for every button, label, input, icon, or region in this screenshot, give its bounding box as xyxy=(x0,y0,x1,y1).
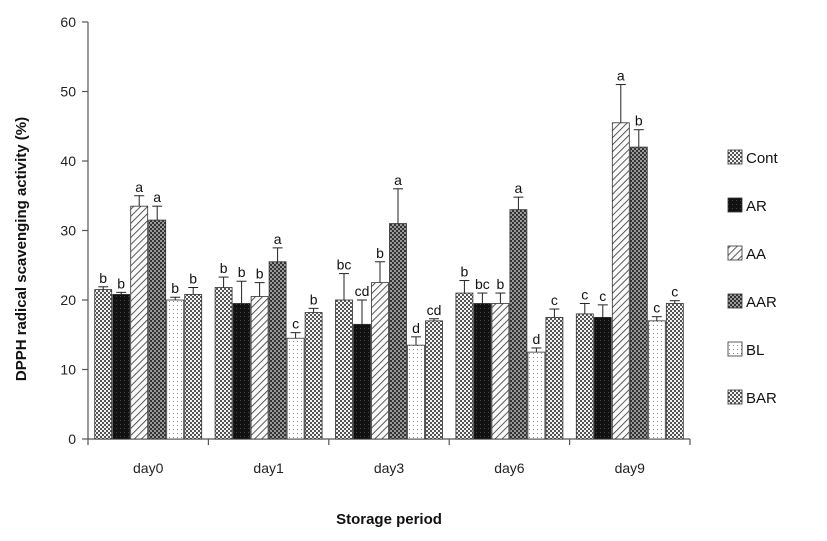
significance-label: a xyxy=(617,68,625,84)
legend-label-cont: Cont xyxy=(746,150,779,167)
y-tick-label: 40 xyxy=(60,153,76,169)
significance-label: c xyxy=(653,300,660,316)
significance-label: a xyxy=(274,231,282,247)
legend-swatch-ar xyxy=(727,197,743,213)
bar-aar-day0 xyxy=(148,219,167,440)
bar-aar-day9 xyxy=(629,146,648,440)
bar-bl-day1 xyxy=(286,337,305,440)
legend-swatch-bl xyxy=(727,341,743,357)
bar-bar-day9 xyxy=(665,303,684,440)
significance-label: b xyxy=(171,280,179,296)
bar-bar-day3 xyxy=(425,320,443,440)
bar-cont-day0 xyxy=(94,289,113,440)
x-tick-label: day3 xyxy=(374,460,405,476)
bar-bar-day1 xyxy=(304,312,323,440)
significance-label: bc xyxy=(475,276,490,292)
y-tick-label: 60 xyxy=(60,14,76,30)
significance-label: c xyxy=(581,286,588,302)
bar-cont-day6 xyxy=(455,292,474,440)
significance-label: b xyxy=(238,264,246,280)
bar-aa-day9 xyxy=(611,122,630,440)
significance-label: bc xyxy=(337,257,352,273)
significance-label: a xyxy=(135,179,143,195)
legend-swatch-bar xyxy=(727,389,743,405)
significance-label: b xyxy=(256,266,264,282)
bar-aar-day3 xyxy=(389,223,407,440)
y-axis-title: DPPH radical scavenging activity (%) xyxy=(13,117,30,381)
bar-ar-day1 xyxy=(232,303,251,440)
x-tick-label: day9 xyxy=(615,460,646,476)
significance-label: b xyxy=(220,260,228,276)
legend-label-bar: BAR xyxy=(746,390,777,407)
legend-swatch-aar xyxy=(727,293,743,309)
y-tick-label: 10 xyxy=(60,362,76,378)
significance-label: b xyxy=(310,291,318,307)
legend-label-aa: AA xyxy=(746,246,766,263)
legend-swatch-aa xyxy=(727,245,743,261)
bar-aa-day3 xyxy=(371,282,389,440)
significance-label: c xyxy=(551,292,558,308)
significance-label: c xyxy=(599,288,606,304)
legend-swatch-cont xyxy=(727,149,743,165)
bar-aa-day6 xyxy=(491,303,510,440)
bar-bl-day9 xyxy=(647,320,666,440)
y-tick-label: 30 xyxy=(60,223,76,239)
x-tick-label: day0 xyxy=(133,460,164,476)
significance-label: b xyxy=(497,276,505,292)
significance-label: b xyxy=(635,113,643,129)
x-tick-label: day1 xyxy=(253,460,284,476)
legend-label-ar: AR xyxy=(746,198,767,215)
bar-aa-day0 xyxy=(130,205,149,440)
significance-label: c xyxy=(292,316,299,332)
significance-label: cd xyxy=(355,283,370,299)
bar-aar-day6 xyxy=(509,209,528,440)
significance-label: b xyxy=(376,245,384,261)
significance-label: a xyxy=(394,172,402,188)
bar-ar-day3 xyxy=(353,323,371,440)
bar-cont-day3 xyxy=(335,299,353,440)
y-tick-label: 0 xyxy=(68,431,76,447)
bar-bl-day0 xyxy=(166,299,185,440)
bar-bar-day0 xyxy=(184,294,203,440)
bar-cont-day9 xyxy=(575,313,594,440)
bar-ar-day0 xyxy=(112,294,131,440)
legend-label-bl: BL xyxy=(746,342,764,359)
significance-label: d xyxy=(533,331,541,347)
x-tick-label: day6 xyxy=(494,460,525,476)
bar-ar-day9 xyxy=(593,316,612,440)
significance-label: b xyxy=(99,270,107,286)
significance-label: a xyxy=(153,189,161,205)
bar-bl-day3 xyxy=(407,344,425,440)
significance-label: cd xyxy=(427,302,442,318)
significance-label: c xyxy=(671,284,678,300)
bar-cont-day1 xyxy=(214,287,233,440)
significance-label: b xyxy=(189,270,197,286)
significance-label: d xyxy=(412,320,420,336)
y-tick-label: 20 xyxy=(60,292,76,308)
legend-label-aar: AAR xyxy=(746,294,777,311)
bar-bl-day6 xyxy=(527,351,546,440)
bar-aa-day1 xyxy=(250,296,269,440)
bar-bar-day6 xyxy=(545,316,564,440)
significance-label: a xyxy=(515,180,523,196)
x-axis-title: Storage period xyxy=(336,511,442,528)
bar-ar-day6 xyxy=(473,303,492,440)
bar-aar-day1 xyxy=(268,261,287,440)
y-tick-label: 50 xyxy=(60,84,76,100)
significance-label: b xyxy=(461,264,469,280)
significance-label: b xyxy=(117,275,125,291)
